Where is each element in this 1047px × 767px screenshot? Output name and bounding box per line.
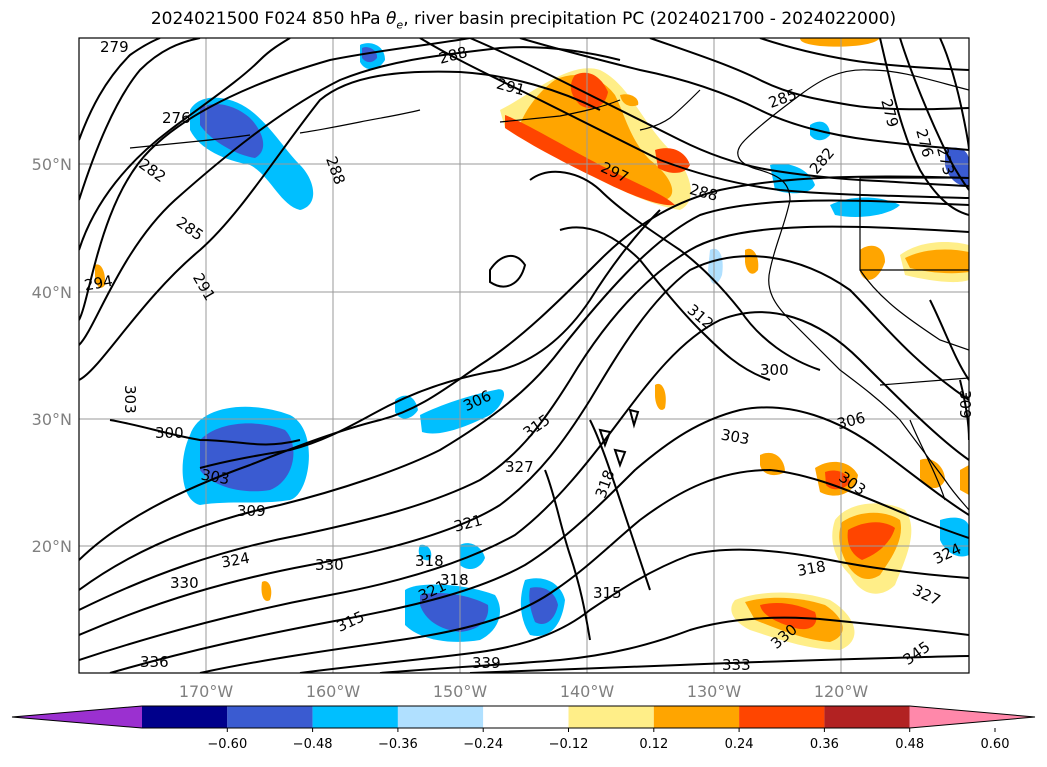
contour-label: 309 [956, 390, 974, 419]
map-title: 2024021500 F024 850 hPa θe, river basin … [150, 9, 897, 32]
lat-label: 30°N [32, 410, 72, 429]
colorbar-segment [568, 706, 654, 728]
contour-label: 324 [220, 549, 251, 572]
coastlines [129, 69, 969, 511]
contour-label: 300 [760, 361, 789, 379]
latitude-labels: 50°N 40°N 30°N 20°N [32, 155, 72, 556]
colorbar-segment [483, 706, 569, 728]
colorbar-segment [739, 706, 825, 728]
colorbar-tick-label: 0.36 [810, 737, 839, 752]
colorbar-tick-label: −0.60 [207, 737, 247, 752]
lon-label: 120°W [814, 682, 869, 701]
colorbar-tick-label: −0.24 [463, 737, 503, 752]
contour-label: 294 [83, 272, 114, 295]
graticule [79, 38, 969, 673]
contour-label: 339 [472, 654, 501, 672]
contour-label: 318 [440, 571, 469, 589]
lat-label: 50°N [32, 155, 72, 174]
lon-label: 170°W [179, 682, 234, 701]
longitude-labels: 170°W 160°W 150°W 140°W 130°W 120°W [179, 682, 869, 701]
contour-label: 300 [155, 424, 184, 442]
contour-label: 279 [100, 38, 129, 56]
lon-label: 160°W [306, 682, 361, 701]
colorbar-segment [142, 706, 228, 728]
contour-label: 303 [720, 426, 751, 449]
contour-label: 303 [200, 466, 231, 489]
colorbar-segment [653, 706, 740, 728]
contour-label: 330 [315, 556, 344, 574]
colorbar-tick-label: −0.12 [549, 737, 589, 752]
lon-label: 140°W [560, 682, 615, 701]
map-frame [78, 37, 970, 674]
colorbar-segment [397, 706, 484, 728]
lat-label: 20°N [32, 537, 72, 556]
contour-label: 309 [237, 502, 266, 520]
contour-label: 318 [796, 557, 827, 580]
lon-label: 150°W [433, 682, 488, 701]
colorbar-segment [824, 706, 910, 728]
contour-label: 303 [121, 385, 139, 414]
contour-label: 336 [140, 653, 169, 671]
colorbar-outline [11, 705, 1036, 729]
colorbar-tick-label: 0.48 [895, 737, 924, 752]
colorbar-tick-label: 0.12 [639, 737, 668, 752]
colorbar-segment [312, 706, 398, 728]
colorbar: −0.60 −0.48 −0.36 −0.24 −0.12 0.12 0.24 0.36 0.4… [11, 705, 1036, 752]
contour-label: 333 [722, 656, 751, 674]
colorbar-extend-low [12, 706, 142, 728]
contour-label: 276 [162, 109, 191, 127]
contour-label: 315 [593, 584, 622, 602]
theta-e-contours [79, 38, 969, 673]
colorbar-tick-label: −0.48 [293, 737, 333, 752]
lat-label: 40°N [32, 283, 72, 302]
colorbar-extend-high [909, 706, 1035, 728]
colorbar-tick-label: −0.36 [378, 737, 418, 752]
contour-label: 327 [505, 458, 534, 476]
contour-label: 330 [170, 574, 199, 592]
colorbar-tick-label: 0.60 [981, 737, 1010, 752]
colorbar-segment [227, 706, 313, 728]
colorbar-tick-label: 0.24 [725, 737, 754, 752]
lon-label: 130°W [687, 682, 742, 701]
contour-label: 318 [415, 552, 444, 570]
